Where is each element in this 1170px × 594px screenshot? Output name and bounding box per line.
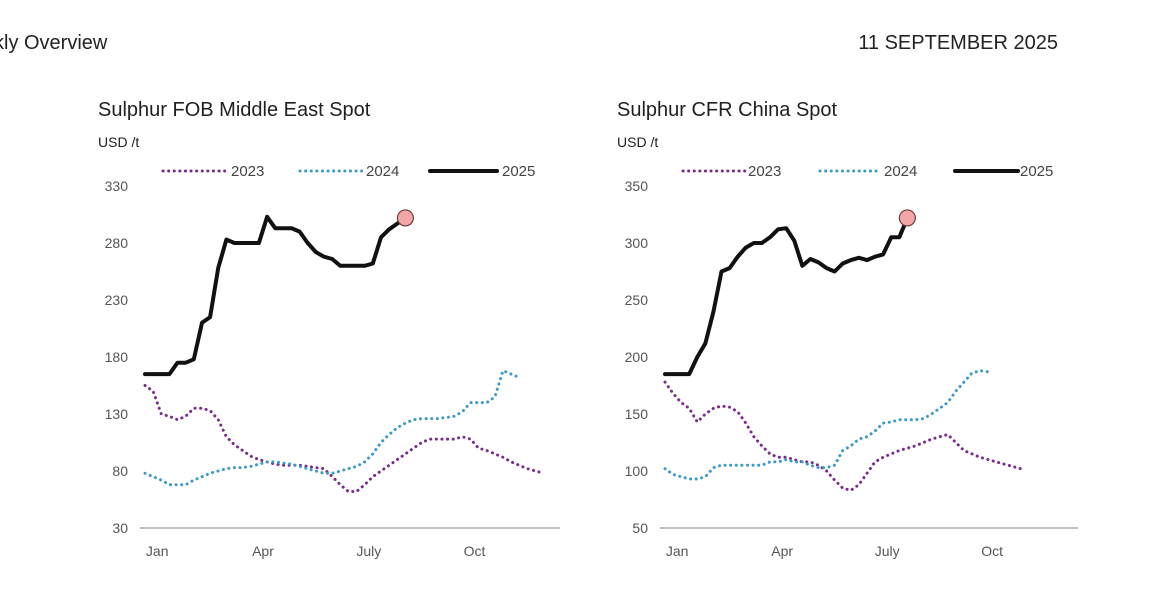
- series-line-2023: [663, 380, 1022, 492]
- x-tick-label: July: [875, 543, 900, 559]
- legend-label-2023: 2023: [231, 163, 264, 180]
- y-tick-label: 280: [105, 235, 129, 251]
- x-tick-label: Jan: [146, 543, 169, 559]
- series-line-2025: [143, 214, 408, 377]
- x-tick-label: Jan: [666, 543, 689, 559]
- x-tick-label: Oct: [464, 543, 486, 559]
- y-tick-label: 50: [632, 520, 648, 536]
- report-date: 11 SEPTEMBER 2025: [858, 32, 1058, 54]
- x-tick-label: Apr: [252, 543, 274, 559]
- y-tick-label: 30: [112, 520, 128, 536]
- y-tick-label: 250: [625, 292, 649, 308]
- legend-label-2024: 2024: [366, 163, 399, 180]
- y-tick-label: 350: [625, 178, 649, 194]
- x-tick-label: July: [356, 543, 381, 559]
- legend-label-2025: 2025: [1020, 163, 1053, 180]
- legend-label-2023: 2023: [748, 163, 781, 180]
- y-tick-label: 200: [625, 349, 649, 365]
- chart-unit-label: USD /t: [617, 134, 658, 150]
- y-tick-label: 150: [625, 406, 649, 422]
- y-tick-label: 100: [625, 463, 649, 479]
- y-tick-label: 330: [105, 178, 129, 194]
- y-tick-label: 80: [112, 463, 128, 479]
- chart-title: Sulphur FOB Middle East Spot: [98, 99, 371, 121]
- report-section-title: kly Overview: [0, 32, 108, 54]
- series-line-2025: [663, 215, 910, 377]
- chart-unit-label: USD /t: [98, 134, 139, 150]
- y-tick-label: 180: [105, 349, 129, 365]
- latest-value-marker: [396, 209, 414, 227]
- y-tick-label: 300: [625, 235, 649, 251]
- x-tick-label: Oct: [981, 543, 1003, 559]
- y-tick-label: 230: [105, 292, 129, 308]
- x-tick-label: Apr: [771, 543, 793, 559]
- chart-panel-1: Sulphur FOB Middle East Spot USD /t 30 80 13…: [98, 99, 560, 559]
- chart-title: Sulphur CFR China Spot: [617, 99, 838, 121]
- legend-label-2025: 2025: [502, 163, 535, 180]
- y-tick-label: 130: [105, 406, 129, 422]
- series-line-2023: [143, 384, 546, 493]
- legend-label-2024: 2024: [884, 163, 917, 180]
- latest-value-marker: [898, 209, 916, 227]
- series-line-2024: [143, 369, 521, 487]
- series-line-2024: [663, 369, 990, 481]
- chart-panel-2: Sulphur CFR China Spot USD /t 50 100 150 200 2…: [617, 99, 1078, 559]
